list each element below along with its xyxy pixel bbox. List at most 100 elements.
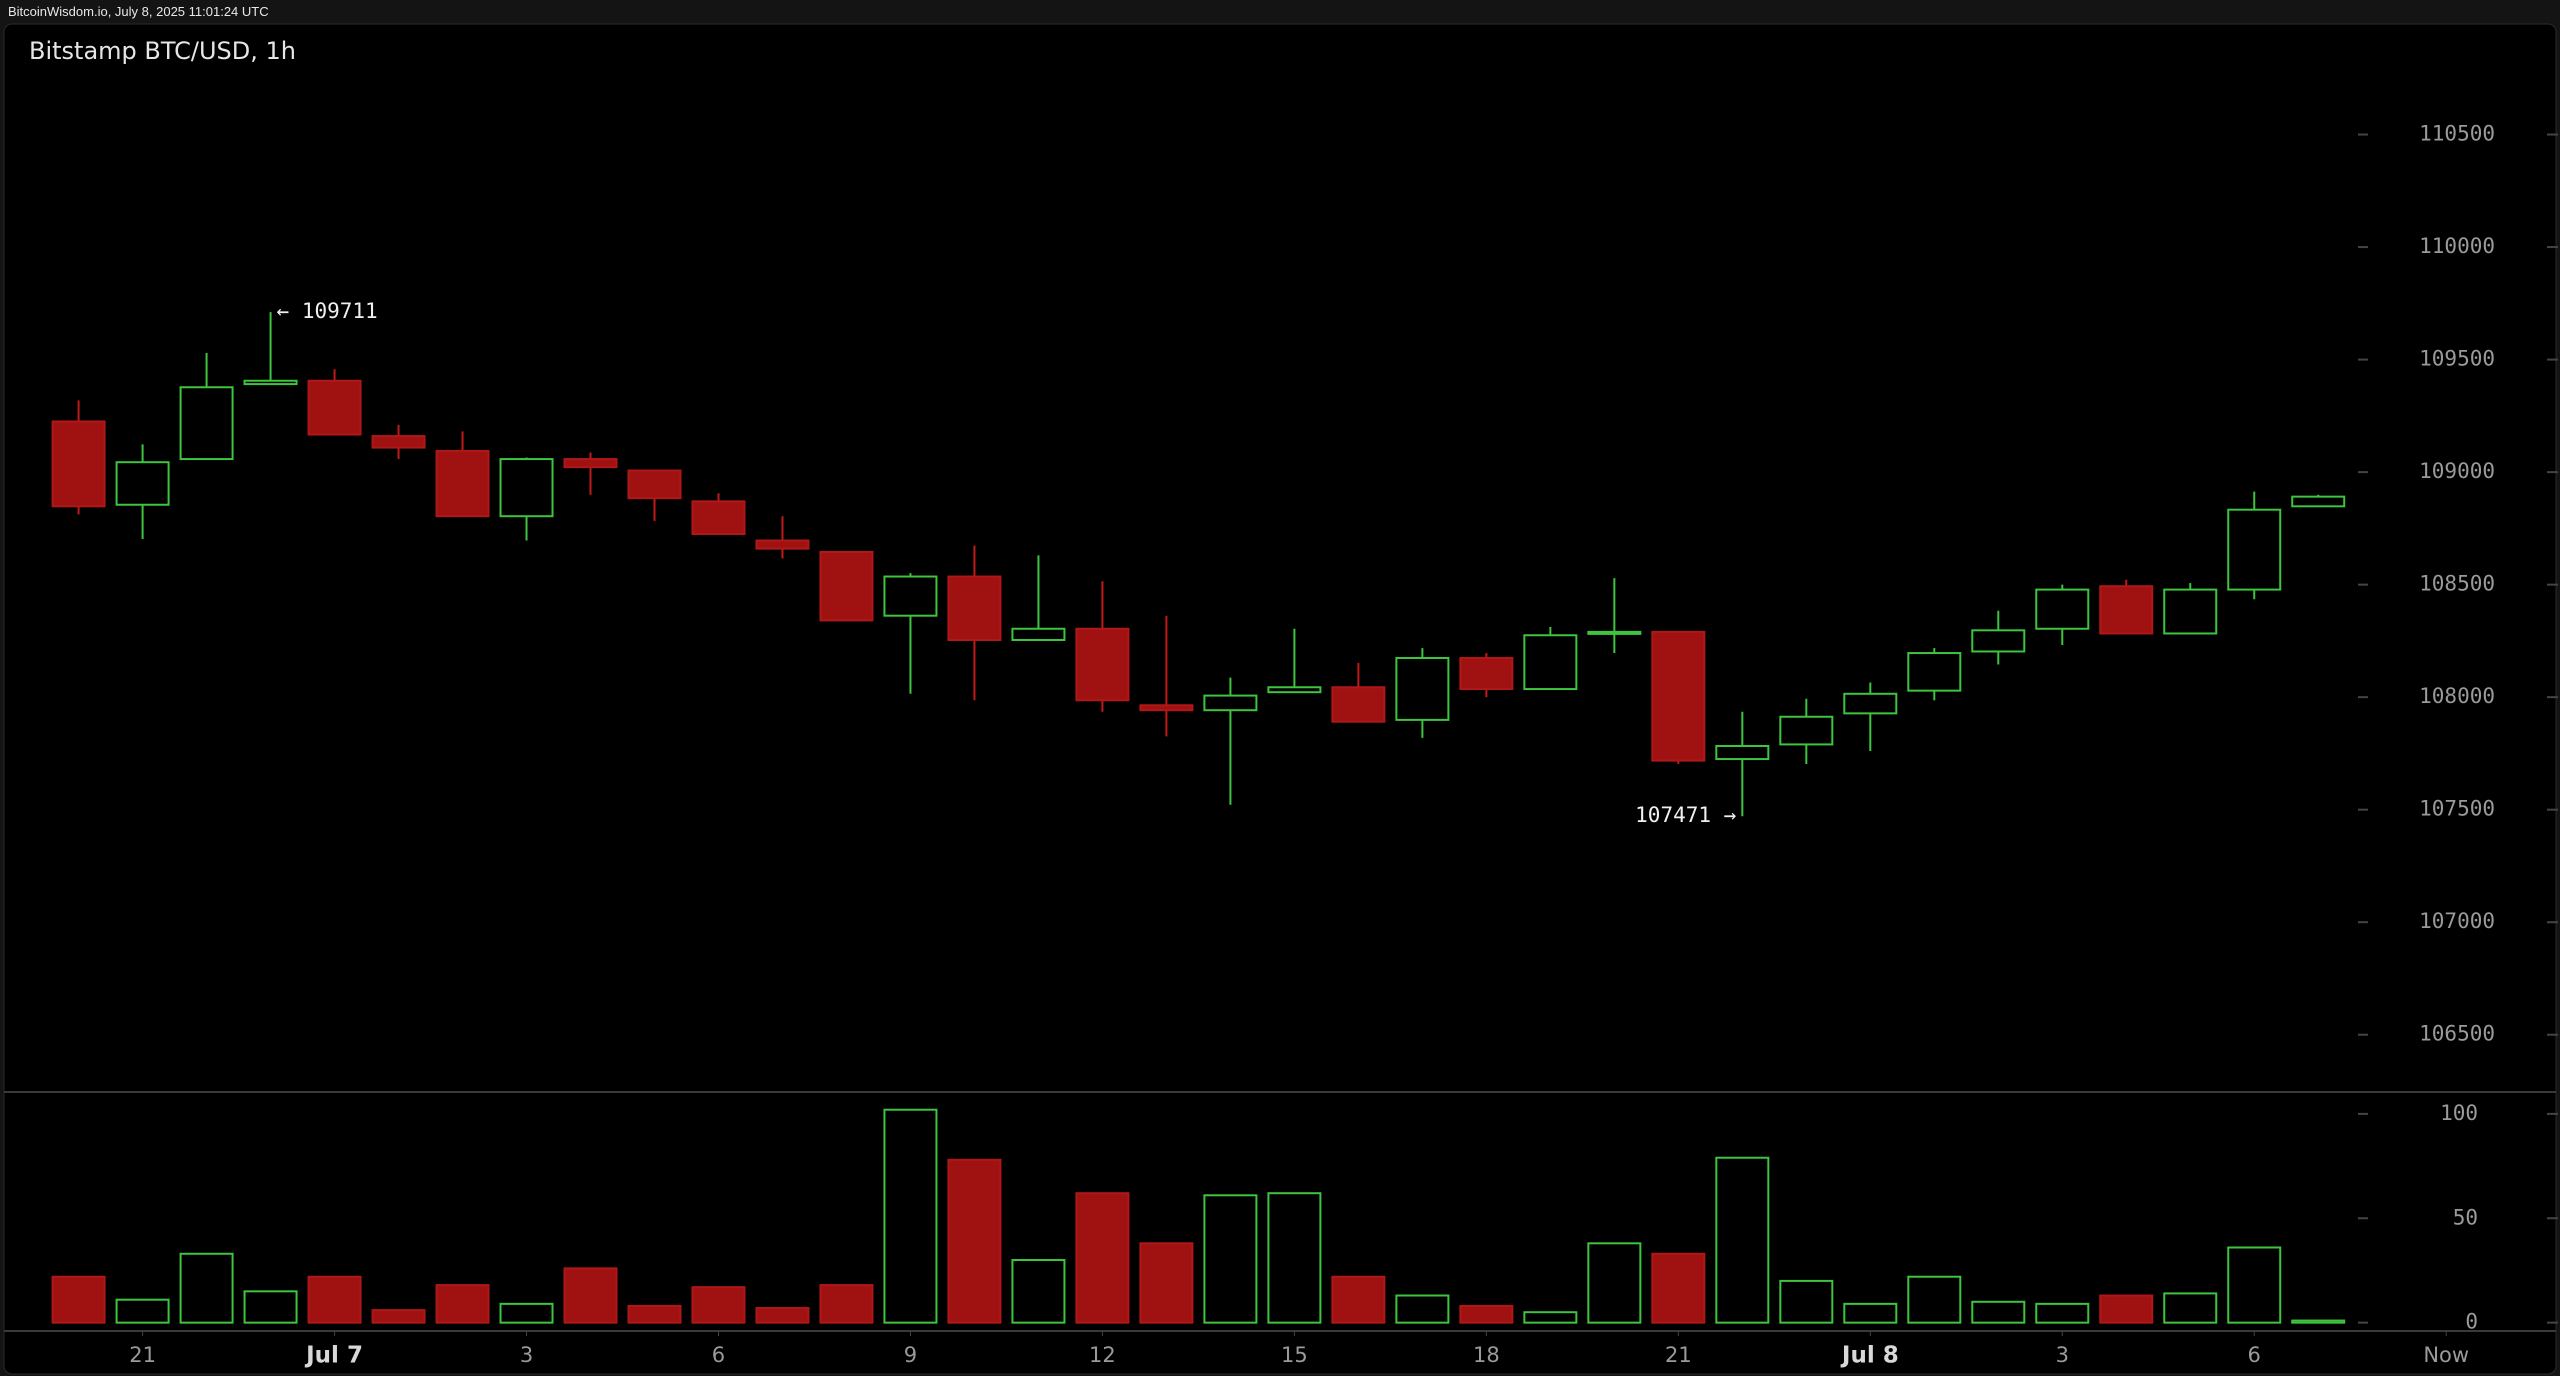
volume-bar	[1715, 1156, 1770, 1324]
annotation: 107471 →	[1635, 803, 1736, 827]
candle-body	[307, 379, 362, 436]
volume-bar	[2227, 1246, 2282, 1324]
x-tick-label: 18	[1473, 1343, 1500, 1367]
volume-bar	[883, 1108, 938, 1324]
x-tick-label: 21	[129, 1343, 156, 1367]
volume-bar	[819, 1284, 874, 1324]
volume-bar	[1843, 1302, 1898, 1324]
candle-body	[755, 539, 810, 550]
candle-body	[1715, 744, 1770, 761]
candle-body	[2227, 508, 2282, 591]
candle-body	[1459, 656, 1514, 691]
volume-bar	[1267, 1192, 1322, 1324]
volume-bar	[371, 1309, 426, 1324]
header-text: BitcoinWisdom.io, July 8, 2025 11:01:24 …	[8, 4, 269, 19]
y-tick-label: 106500	[2419, 1022, 2495, 1046]
volume-bar	[1139, 1242, 1194, 1324]
candle-body	[563, 458, 618, 469]
volume-bar	[435, 1284, 490, 1324]
candle-body	[883, 575, 938, 617]
y-tick-label: 50	[2453, 1205, 2478, 1229]
candle-body	[947, 575, 1002, 641]
y-tick-label: 110000	[2419, 234, 2495, 258]
candle-body	[1075, 627, 1130, 702]
candle-body	[1267, 686, 1322, 694]
volume-bar	[1203, 1194, 1258, 1324]
volume-bar	[627, 1304, 682, 1324]
volume-bar	[1651, 1252, 1706, 1324]
x-tick-label: 15	[1281, 1343, 1308, 1367]
candle-body	[2163, 588, 2218, 635]
candle-body	[2035, 588, 2090, 630]
volume-bar	[755, 1307, 810, 1324]
y-tick-label: 100	[2440, 1101, 2478, 1125]
candle-body	[179, 386, 234, 461]
volume-bar	[115, 1298, 170, 1324]
candle-body	[1331, 686, 1386, 723]
candle-body	[1587, 630, 1642, 635]
volume-bar	[243, 1290, 298, 1324]
chart-title: Bitstamp BTC/USD, 1h	[29, 37, 296, 65]
volume-bar	[1971, 1300, 2026, 1324]
candle-body	[1139, 704, 1194, 712]
x-tick-label: Jul 7	[304, 1343, 363, 1369]
volume-bar	[2163, 1292, 2218, 1324]
volume-bar	[947, 1158, 1002, 1324]
x-tick-label: 21	[1665, 1343, 1692, 1367]
volume-bar	[1459, 1304, 1514, 1324]
volume-bar	[691, 1286, 746, 1324]
candle-body	[627, 469, 682, 500]
x-tick-label: 6	[712, 1343, 725, 1367]
candle-body	[1907, 652, 1962, 692]
volume-bar	[2035, 1302, 2090, 1324]
volume-bar	[1779, 1279, 1834, 1324]
candle-body	[2099, 585, 2154, 635]
y-tick-label: 108000	[2419, 684, 2495, 708]
volume-bar	[499, 1302, 554, 1324]
candle-body	[1971, 629, 2026, 653]
candle-body	[115, 461, 170, 506]
candle-body	[1203, 694, 1258, 712]
volume-bar	[1907, 1275, 1962, 1324]
x-tick-label: 12	[1089, 1343, 1116, 1367]
candle-body	[371, 435, 426, 449]
volume-bar	[51, 1275, 106, 1324]
volume-bar	[563, 1267, 618, 1324]
volume-bar	[1011, 1259, 1066, 1324]
candle-body	[1395, 656, 1450, 721]
x-tick-label: Now	[2423, 1343, 2469, 1367]
candle-body	[243, 379, 298, 386]
volume-bar	[307, 1275, 362, 1324]
x-tick-label: 3	[2056, 1343, 2069, 1367]
volume-bar	[1395, 1294, 1450, 1324]
volume-bar	[1523, 1311, 1578, 1324]
candle-body	[1011, 627, 1066, 641]
y-tick-label: 107000	[2419, 909, 2495, 933]
candle-body	[51, 420, 106, 508]
volume-bar	[2291, 1319, 2346, 1324]
candle-body	[1651, 630, 1706, 762]
x-tick-label: Jul 8	[1840, 1343, 1899, 1369]
volume-bar	[179, 1252, 234, 1324]
chart-panel	[3, 23, 2557, 1375]
y-tick-label: 110500	[2419, 122, 2495, 146]
y-tick-label: 0	[2465, 1310, 2478, 1334]
candle-body	[1779, 715, 1834, 746]
x-tick-label: 6	[2248, 1343, 2261, 1367]
candle-body	[691, 500, 746, 535]
candle-body	[1523, 634, 1578, 691]
y-tick-label: 109500	[2419, 347, 2495, 371]
candle-body	[499, 458, 554, 518]
y-tick-label: 107500	[2419, 797, 2495, 821]
x-tick-label: 9	[904, 1343, 917, 1367]
annotation: ← 109711	[277, 299, 378, 323]
volume-bar	[1331, 1275, 1386, 1324]
volume-bar	[1587, 1242, 1642, 1324]
y-tick-label: 108500	[2419, 572, 2495, 596]
x-tick-label: 3	[520, 1343, 533, 1367]
candle-body	[1843, 692, 1898, 715]
candle-body	[2291, 495, 2346, 508]
y-tick-label: 109000	[2419, 459, 2495, 483]
